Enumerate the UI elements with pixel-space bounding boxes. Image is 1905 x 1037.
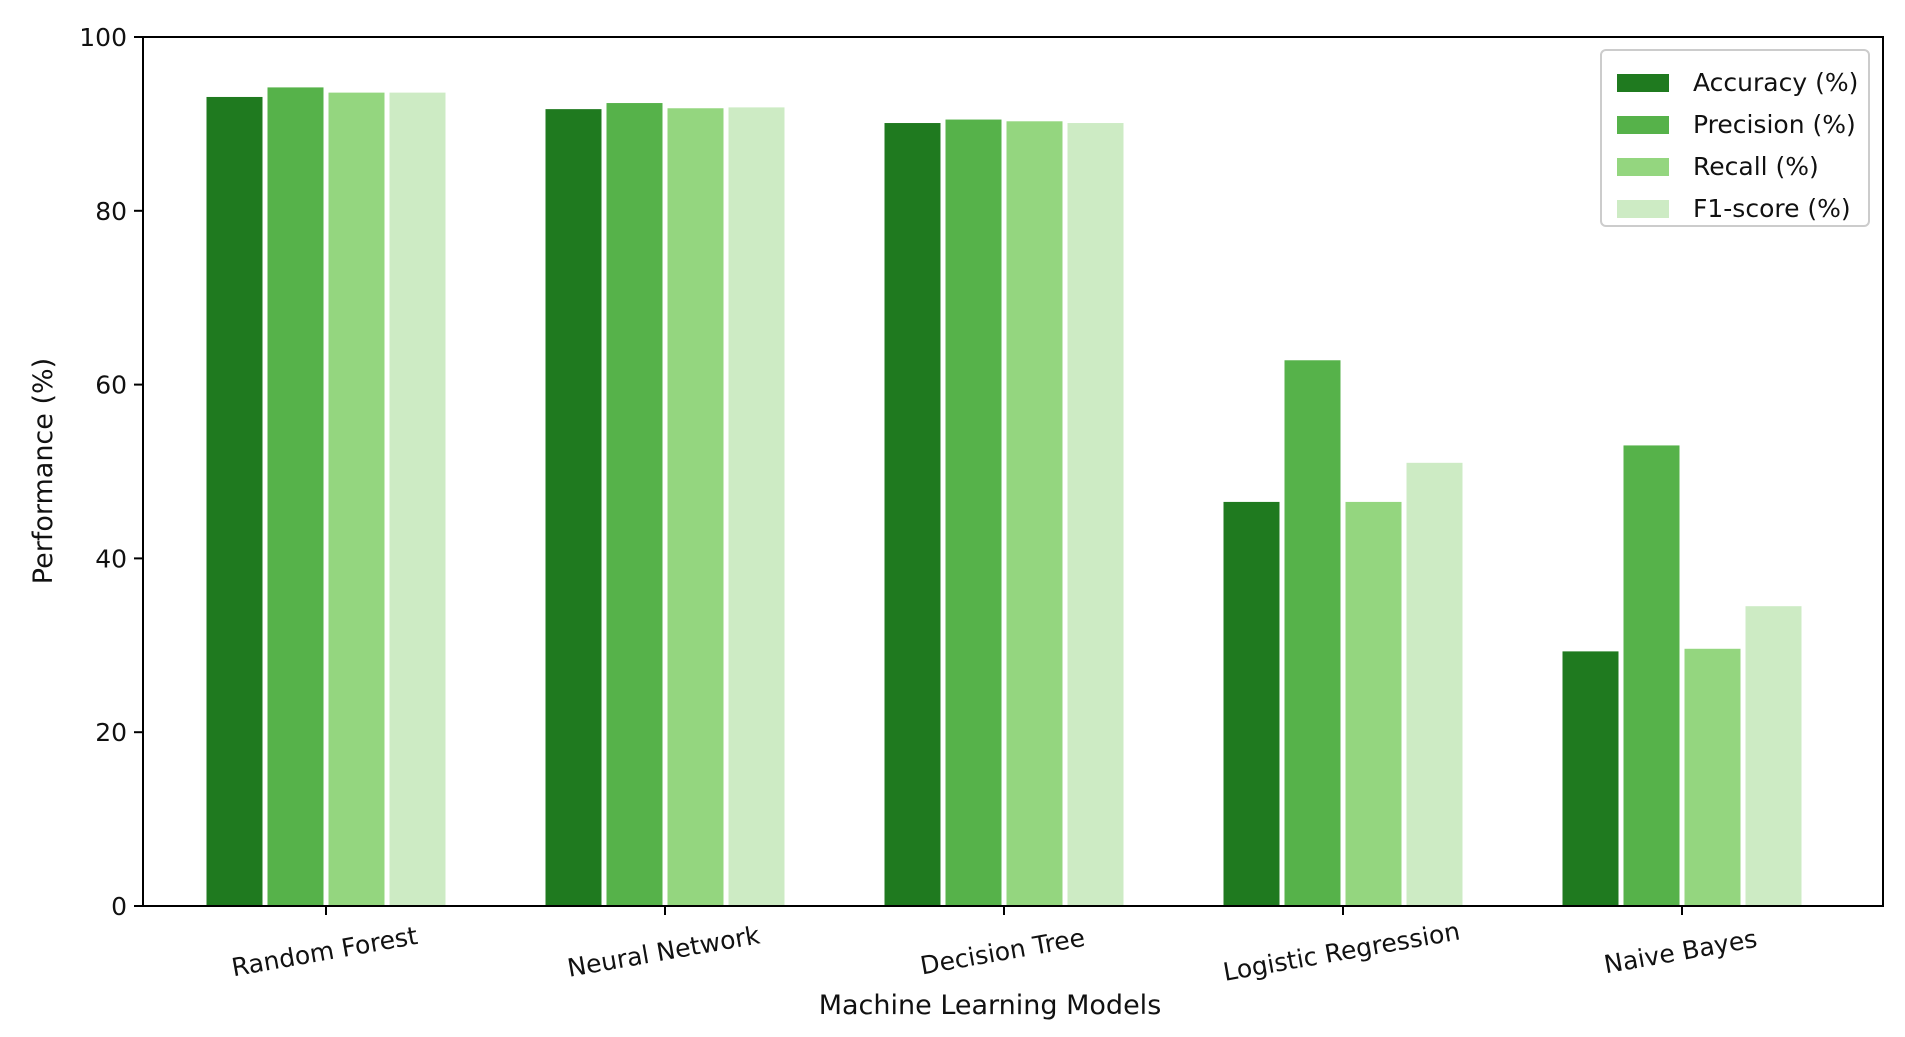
- bar-f1-score-neural-network: [728, 107, 785, 907]
- y-tick-label: 0: [111, 892, 127, 921]
- y-tick-label: 100: [79, 23, 127, 52]
- x-tick-label: Random Forest: [229, 921, 420, 982]
- bar-f1-score-naive-bayes: [1745, 606, 1802, 906]
- bars-layer: [206, 87, 1802, 907]
- bar-accuracy-naive-bayes: [1562, 651, 1619, 906]
- x-axis-label: Machine Learning Models: [819, 990, 1162, 1021]
- bar-f1-score-logistic-regression: [1406, 462, 1463, 906]
- plot-frame: [142, 36, 1884, 907]
- legend-swatch: [1617, 200, 1669, 218]
- x-tick-label: Neural Network: [565, 920, 762, 982]
- bar-recall-random-forest: [328, 92, 385, 907]
- legend-label: F1-score (%): [1693, 194, 1851, 223]
- bar-recall-naive-bayes: [1684, 648, 1741, 906]
- bar-accuracy-random-forest: [206, 96, 263, 906]
- y-tick-label: 40: [95, 544, 127, 573]
- legend-label: Accuracy (%): [1693, 68, 1858, 97]
- legend-swatch: [1617, 158, 1669, 176]
- legend-swatch: [1617, 74, 1669, 92]
- bar-precision-decision-tree: [945, 119, 1002, 907]
- x-tick-label: Naive Bayes: [1602, 924, 1759, 979]
- x-tick-label: Logistic Regression: [1221, 917, 1462, 987]
- bar-recall-logistic-regression: [1345, 501, 1402, 906]
- x-tick-label: Decision Tree: [918, 923, 1087, 980]
- bar-precision-random-forest: [267, 87, 324, 907]
- bar-recall-decision-tree: [1006, 121, 1063, 907]
- y-axis: 0 20 40 60 80 100: [79, 23, 143, 921]
- legend: Accuracy (%) Precision (%) Recall (%) F1-sc…: [1600, 49, 1870, 227]
- y-tick-label: 20: [95, 718, 127, 747]
- y-tick-label: 60: [95, 371, 127, 400]
- bar-accuracy-logistic-regression: [1223, 501, 1280, 906]
- legend-swatch: [1617, 116, 1669, 134]
- x-axis: Random Forest Neural Network Decision Tree…: [229, 906, 1759, 987]
- bar-precision-neural-network: [606, 103, 663, 906]
- bar-f1-score-random-forest: [389, 92, 446, 907]
- bar-accuracy-neural-network: [545, 109, 602, 906]
- y-tick-label: 80: [95, 197, 127, 226]
- bar-precision-naive-bayes: [1623, 445, 1680, 906]
- bar-recall-neural-network: [667, 108, 724, 907]
- bar-precision-logistic-regression: [1284, 360, 1341, 906]
- legend-label: Recall (%): [1693, 152, 1819, 181]
- bar-accuracy-decision-tree: [884, 123, 941, 906]
- legend-label: Precision (%): [1693, 110, 1856, 139]
- legend-box: [1600, 49, 1870, 227]
- bar-f1-score-decision-tree: [1067, 123, 1124, 906]
- y-axis-label: Performance (%): [28, 358, 59, 584]
